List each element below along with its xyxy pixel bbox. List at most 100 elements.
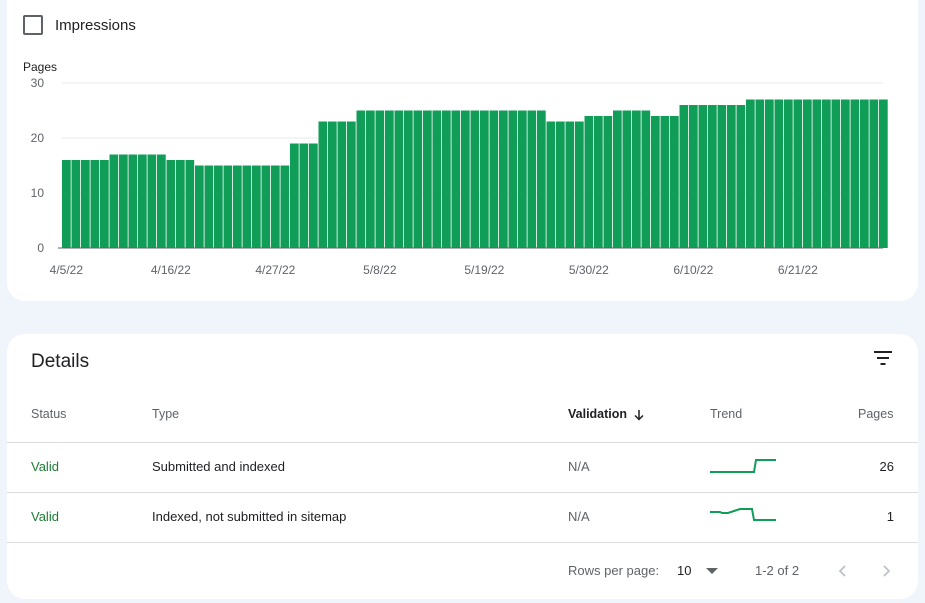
chevron-left-icon[interactable]: [832, 560, 854, 582]
bar: [147, 154, 157, 248]
bar: [366, 110, 375, 248]
x-tick-label: 6/21/22: [778, 263, 818, 277]
bar: [518, 110, 527, 248]
chevron-right-icon[interactable]: [875, 560, 897, 582]
bar: [81, 160, 90, 248]
bar: [632, 110, 641, 248]
bar: [71, 160, 81, 248]
column-header-type[interactable]: Type: [152, 407, 180, 421]
bar: [689, 105, 698, 248]
bar: [252, 165, 261, 248]
bar: [195, 165, 204, 248]
bar: [746, 99, 755, 248]
table-pagination: Rows per page: 10 1-2 of 2: [7, 554, 918, 584]
validation-header-label: Validation: [568, 407, 628, 421]
bar: [223, 165, 233, 248]
bar: [727, 105, 736, 248]
bar: [119, 154, 128, 248]
bar: [765, 99, 774, 248]
y-tick-label: 10: [31, 186, 45, 200]
bar: [157, 154, 166, 248]
table-row[interactable]: Valid Indexed, not submitted in sitemap …: [7, 493, 918, 543]
filter-icon[interactable]: [874, 350, 894, 366]
bar: [603, 116, 613, 248]
bar: [309, 143, 318, 248]
bar: [271, 165, 280, 248]
impressions-checkbox[interactable]: [23, 15, 43, 35]
bar: [565, 121, 575, 248]
row-status: Valid: [31, 509, 59, 524]
y-axis-title: Pages: [23, 60, 57, 74]
bar: [831, 99, 841, 248]
bar: [432, 110, 442, 248]
bar: [423, 110, 432, 248]
bar: [385, 110, 394, 248]
bar: [328, 121, 337, 248]
bar: [185, 160, 195, 248]
arrow-down-icon: [634, 409, 644, 421]
bar: [318, 121, 328, 248]
bar: [784, 99, 793, 248]
trend-sparkline: [710, 508, 776, 521]
bar: [546, 121, 556, 248]
bar: [214, 165, 223, 248]
bar: [869, 99, 879, 248]
bar: [556, 121, 565, 248]
column-header-pages[interactable]: Pages: [858, 407, 894, 421]
bar: [717, 105, 727, 248]
bar: [613, 110, 622, 248]
column-header-status[interactable]: Status: [31, 407, 67, 421]
bar: [404, 110, 413, 248]
x-tick-label: 5/8/22: [363, 263, 397, 277]
row-pages: 26: [879, 459, 894, 474]
bar: [708, 105, 717, 248]
x-tick-label: 4/16/22: [151, 263, 191, 277]
bar: [375, 110, 385, 248]
x-tick-label: 5/30/22: [569, 263, 609, 277]
bar: [698, 105, 708, 248]
bar: [299, 143, 309, 248]
rows-per-page-select[interactable]: 10: [677, 563, 692, 578]
bar: [90, 160, 100, 248]
bar: [879, 99, 888, 248]
bar: [670, 116, 679, 248]
bar: [499, 110, 508, 248]
rows-per-page-label: Rows per page:: [568, 563, 660, 578]
column-header-trend: Trend: [710, 407, 743, 421]
bar: [413, 110, 423, 248]
bar: [537, 110, 546, 248]
bar: [641, 110, 651, 248]
row-validation: N/A: [568, 459, 590, 474]
bar: [337, 121, 347, 248]
bar: [62, 160, 71, 248]
bar: [508, 110, 518, 248]
bar: [803, 99, 812, 248]
bar: [166, 160, 176, 248]
bar: [480, 110, 489, 248]
table-row[interactable]: Valid Submitted and indexed N/A 26: [7, 443, 918, 493]
bar: [261, 165, 271, 248]
bar: [394, 110, 404, 248]
bar: [461, 110, 470, 248]
x-tick-label: 4/5/22: [50, 263, 84, 277]
chevron-down-icon[interactable]: [706, 568, 718, 574]
bar: [176, 160, 185, 248]
trend-sparkline: [710, 459, 776, 473]
bar: [822, 99, 831, 248]
x-tick-label: 6/10/22: [673, 263, 713, 277]
impressions-toggle[interactable]: Impressions: [23, 15, 136, 35]
column-header-validation[interactable]: Validation: [568, 407, 645, 421]
bar: [356, 110, 366, 248]
bar: [290, 143, 299, 248]
bar: [793, 99, 803, 248]
bar: [755, 99, 765, 248]
row-type: Indexed, not submitted in sitemap: [152, 509, 347, 524]
y-tick-label: 20: [31, 131, 45, 145]
bar: [204, 165, 214, 248]
bar: [109, 154, 119, 248]
y-tick-label: 30: [31, 76, 45, 90]
x-tick-label: 4/27/22: [255, 263, 295, 277]
bar: [233, 165, 242, 248]
bar: [660, 116, 670, 248]
bar: [594, 116, 603, 248]
